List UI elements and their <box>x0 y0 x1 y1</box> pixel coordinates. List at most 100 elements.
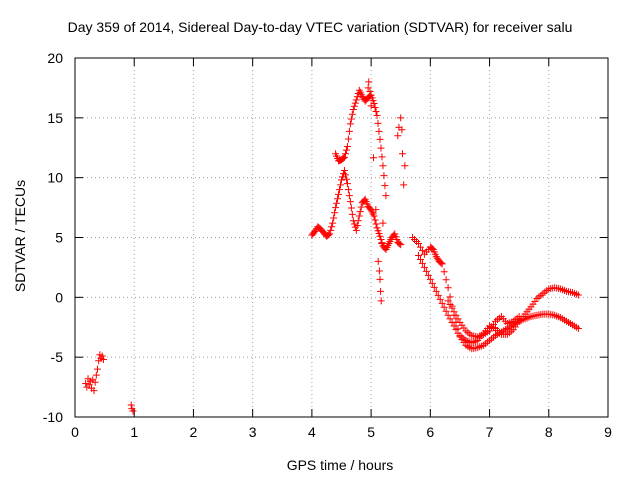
tick-labels: 0 1 2 3 4 5 6 7 8 9 -10 -5 0 5 10 15 20 <box>43 50 612 440</box>
data-point <box>515 312 523 320</box>
data-point <box>99 356 107 364</box>
data-point <box>345 127 353 135</box>
data-point <box>377 144 385 152</box>
data-point <box>333 199 341 207</box>
data-point <box>438 299 446 307</box>
data-point <box>442 276 450 284</box>
series-track-d <box>414 251 582 353</box>
data-point <box>444 297 452 305</box>
data-point <box>329 219 337 227</box>
x-tick-label: 6 <box>426 424 434 440</box>
y-tick-label: -5 <box>51 349 64 365</box>
x-tick-label: 5 <box>367 424 375 440</box>
data-point <box>348 110 356 118</box>
data-point <box>335 190 343 198</box>
data-point <box>369 154 377 162</box>
data-point <box>92 371 100 379</box>
data-point <box>381 182 389 190</box>
series-early-cluster <box>82 351 107 395</box>
data-point <box>326 230 334 238</box>
data-point <box>444 311 452 319</box>
x-tick-label: 9 <box>604 424 612 440</box>
data-point <box>334 195 342 203</box>
data-point <box>416 255 424 263</box>
data-point <box>454 329 462 337</box>
data-point <box>416 243 424 251</box>
data-point <box>418 259 426 267</box>
data-point <box>328 223 336 231</box>
series-track-c <box>409 234 582 347</box>
y-tick-label: 5 <box>55 230 63 246</box>
grid <box>75 58 608 417</box>
data-point <box>379 219 387 227</box>
data-point <box>365 78 373 86</box>
data-point <box>434 291 442 299</box>
data-point <box>331 209 339 217</box>
data-point <box>349 105 357 113</box>
x-tick-label: 2 <box>190 424 198 440</box>
data-point <box>398 150 406 158</box>
data-point <box>437 259 445 267</box>
data-point <box>350 220 358 228</box>
data-point <box>446 301 454 309</box>
data-point <box>376 275 384 283</box>
data-point <box>367 102 375 110</box>
series-track-e <box>444 297 523 341</box>
data-point <box>396 240 404 248</box>
data-point <box>341 171 349 179</box>
data-point <box>446 315 454 323</box>
data-point <box>327 226 335 234</box>
data-point <box>325 231 333 239</box>
data-point <box>347 204 355 212</box>
x-tick-label: 3 <box>249 424 257 440</box>
data-point <box>344 135 352 143</box>
data-point <box>446 293 454 301</box>
data-point <box>346 120 354 128</box>
data-point <box>394 132 402 140</box>
data-point <box>129 407 137 415</box>
data-point <box>378 239 386 247</box>
data-point <box>428 279 436 287</box>
data-point <box>343 180 351 188</box>
data-point <box>376 135 384 143</box>
x-tick-label: 0 <box>71 424 79 440</box>
data-point <box>355 212 363 220</box>
plot-frame <box>74 57 609 418</box>
data-point <box>82 379 90 387</box>
data-point <box>342 175 350 183</box>
data-point <box>377 235 385 243</box>
data-point <box>373 111 381 119</box>
data-point <box>432 287 440 295</box>
data-point <box>98 352 106 360</box>
data-point <box>414 251 422 259</box>
data-point <box>454 315 462 323</box>
data-point <box>400 181 408 189</box>
axis-ticks <box>74 57 609 418</box>
data-point <box>371 216 379 224</box>
data-point <box>342 146 350 154</box>
data-point <box>426 275 434 283</box>
y-axis-label: SDTVAR / TECUs <box>12 179 28 293</box>
data-point <box>340 166 348 174</box>
y-tick-label: -10 <box>43 409 63 425</box>
x-tick-label: 8 <box>545 424 553 440</box>
x-tick-label: 4 <box>308 424 316 440</box>
data-point <box>345 192 353 200</box>
data-point <box>438 260 446 268</box>
data-point <box>448 304 456 312</box>
data-point <box>351 99 359 107</box>
y-tick-label: 20 <box>47 50 63 66</box>
data-point <box>376 232 384 240</box>
data-point <box>354 217 362 225</box>
data-point <box>440 303 448 311</box>
data-point <box>377 297 385 305</box>
data-point <box>397 241 405 249</box>
series-track-b <box>332 86 390 200</box>
data-point <box>442 307 450 315</box>
data-point <box>374 257 382 265</box>
data-point <box>436 295 444 303</box>
data-point <box>420 263 428 271</box>
data-point <box>352 96 360 104</box>
data-point <box>397 114 405 122</box>
